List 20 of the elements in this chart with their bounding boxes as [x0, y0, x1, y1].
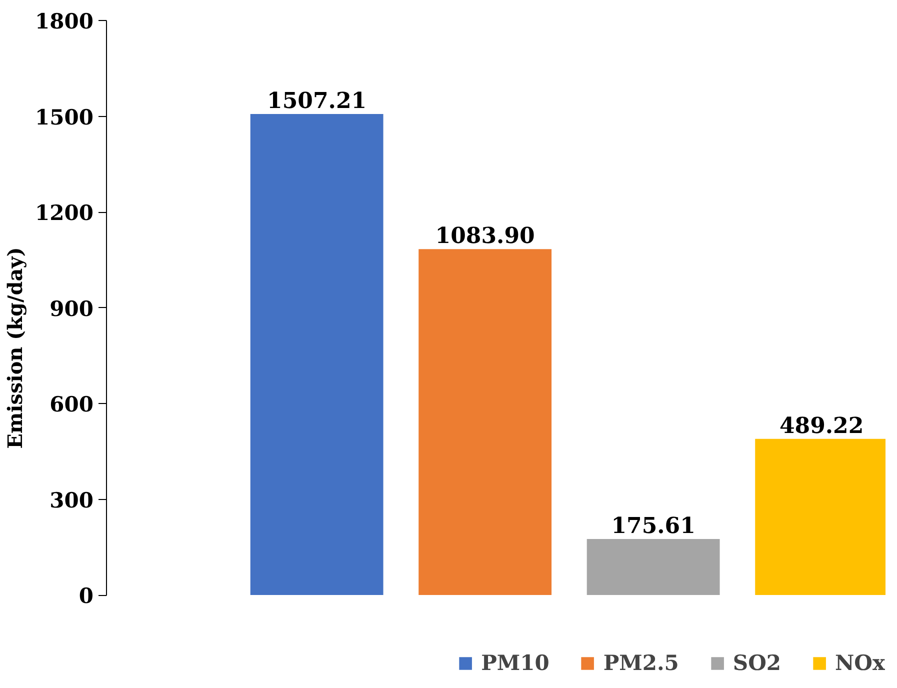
text: 175.61 — [611, 513, 696, 540]
y-axis-title: Emission (kg/day) — [3, 247, 28, 449]
y-tick-label: 300 — [50, 487, 94, 512]
y-tick-label: 1200 — [35, 200, 94, 226]
bar — [755, 438, 886, 596]
text: 1083.90 — [435, 223, 535, 250]
legend-label: SO2 — [732, 650, 781, 675]
legend-label: PM2.5 — [603, 650, 679, 675]
y-tick-label: 600 — [50, 392, 94, 417]
text: 489.22 — [779, 412, 864, 439]
y-tick-label: 1500 — [35, 104, 94, 130]
y-tick-label: 1800 — [35, 8, 94, 34]
legend-label: PM10 — [481, 650, 550, 675]
bar — [250, 114, 384, 596]
bar — [418, 249, 552, 596]
bar — [586, 539, 720, 596]
legend-label: NOx — [834, 650, 885, 675]
y-tick-label: 900 — [50, 296, 94, 321]
y-tick-label: 0 — [78, 583, 94, 608]
text: 1507.21 — [267, 88, 367, 114]
